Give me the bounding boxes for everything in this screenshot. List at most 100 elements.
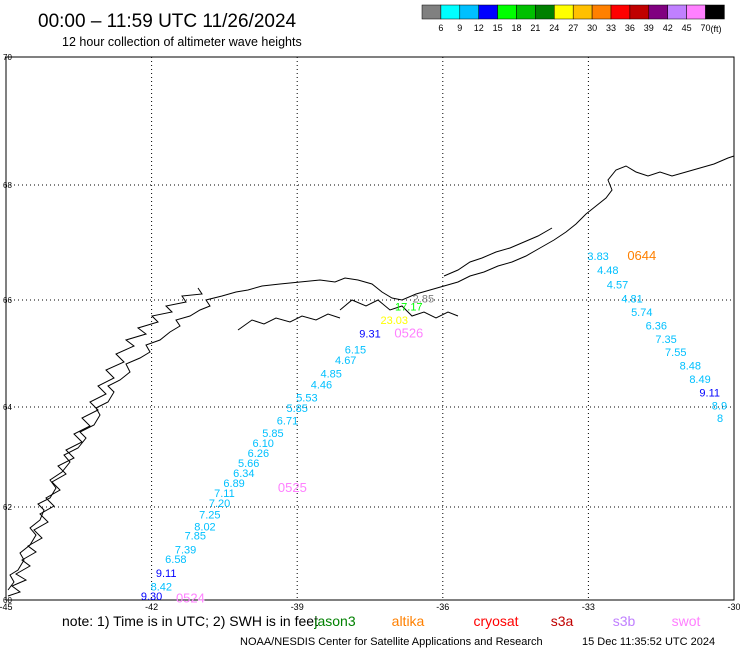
altimeter-tracks: 9.308.42 9.11 6.587.39 7.858.027.257.207.11… bbox=[141, 248, 727, 606]
wave-height-value: 7.11 bbox=[214, 488, 235, 500]
wave-height-value: 4.48 bbox=[597, 265, 618, 277]
axis-tick-labels: -45 -42 -39 -36 -33 -30 60 62 64 66 68 70 bbox=[0, 53, 740, 612]
legend-label: 30 bbox=[587, 23, 597, 33]
pass-time-label: 0644 bbox=[627, 248, 656, 263]
legend-label: 36 bbox=[625, 23, 635, 33]
legend-label: 9 bbox=[457, 23, 462, 33]
wave-height-value: 7.85 bbox=[185, 531, 206, 543]
satellite-name: swot bbox=[672, 613, 701, 629]
lat-tick-label: 64 bbox=[3, 403, 12, 412]
wave-height-value: 7.25 bbox=[199, 510, 220, 522]
greenland-coastline bbox=[7, 155, 735, 597]
legend-label: 45 bbox=[682, 23, 692, 33]
legend-swatch bbox=[440, 4, 461, 20]
legend-label: 12 bbox=[474, 23, 484, 33]
footer-note: note: 1) Time is in UTC; 2) SWH is in fe… bbox=[62, 613, 318, 629]
lat-tick-label: 68 bbox=[3, 181, 12, 190]
lon-tick-label: -33 bbox=[582, 602, 595, 612]
wave-height-value: 8.49 bbox=[689, 374, 710, 386]
wave-height-value: 5.74 bbox=[631, 307, 652, 319]
legend-swatch bbox=[497, 4, 517, 20]
satellite-legend: jason3 altika cryosat s3a s3b swot bbox=[313, 613, 700, 629]
wave-height-value: 6.36 bbox=[646, 320, 667, 332]
wave-height-value: 8 bbox=[717, 413, 723, 425]
map-frame bbox=[5, 56, 735, 601]
lon-tick-label: -42 bbox=[145, 602, 158, 612]
wave-height-value: 4.67 bbox=[335, 355, 356, 367]
lon-tick-label: -30 bbox=[727, 602, 740, 612]
lat-tick-label: 66 bbox=[3, 296, 12, 305]
wave-height-value: 7.39 bbox=[175, 545, 196, 557]
legend-unit: (ft) bbox=[711, 24, 722, 34]
lon-tick-label: -39 bbox=[291, 602, 304, 612]
wave-height-value: 4.85 bbox=[320, 369, 341, 381]
footer-timestamp: 15 Dec 11:35:52 UTC 2024 bbox=[582, 636, 715, 648]
satellite-name: altika bbox=[392, 613, 425, 629]
wave-height-value: 6.58 bbox=[165, 554, 186, 566]
map-title: 00:00 – 11:59 UTC 11/26/2024 bbox=[38, 11, 297, 32]
legend-swatch bbox=[478, 4, 498, 20]
satellite-name: jason3 bbox=[313, 613, 355, 629]
legend-swatch bbox=[629, 4, 650, 20]
map-subtitle: 12 hour collection of altimeter wave hei… bbox=[62, 35, 302, 49]
lat-tick-label: 70 bbox=[3, 53, 12, 62]
wave-height-value: 9.11 bbox=[156, 568, 177, 580]
legend-label: 18 bbox=[511, 23, 521, 33]
legend-swatch bbox=[516, 4, 536, 20]
wave-height-value: 6.15 bbox=[345, 345, 366, 357]
legend-label: 42 bbox=[663, 23, 673, 33]
legend-label: 70 bbox=[700, 23, 710, 33]
graticule bbox=[6, 57, 734, 600]
legend-swatch bbox=[421, 4, 442, 20]
legend-label: 15 bbox=[493, 23, 503, 33]
wave-height-value: 8.42 bbox=[151, 582, 172, 594]
legend-label: 33 bbox=[606, 23, 616, 33]
legend-swatch bbox=[459, 4, 479, 20]
legend-label: 27 bbox=[568, 23, 578, 33]
wave-height-value: 5.85 bbox=[262, 428, 283, 440]
wave-height-value: 8.48 bbox=[680, 361, 701, 373]
wave-height-value: 23.03 bbox=[381, 315, 409, 327]
legend-swatch bbox=[572, 4, 593, 20]
satellite-name: cryosat bbox=[473, 613, 518, 629]
wave-height-value: 7.55 bbox=[665, 347, 686, 359]
wave-height-value: 5.53 bbox=[296, 393, 317, 405]
wave-height-value: 6.89 bbox=[223, 478, 244, 490]
wave-height-value: 7.20 bbox=[209, 498, 230, 510]
pass-time-label: 0525 bbox=[278, 480, 307, 495]
wave-height-value: 5.85 bbox=[286, 403, 307, 415]
wave-height-value: 9.30 bbox=[141, 591, 162, 603]
lat-tick-label: 60 bbox=[3, 596, 12, 605]
legend-swatch bbox=[686, 4, 706, 20]
wave-height-value: 17.17 bbox=[395, 302, 423, 314]
footer-credit: NOAA/NESDIS Center for Satellite Applica… bbox=[240, 636, 543, 648]
wave-height-value: 4.81 bbox=[621, 294, 642, 306]
legend-label: 6 bbox=[438, 23, 443, 33]
wave-height-value: 9.11 bbox=[699, 387, 720, 399]
lon-tick-label: -36 bbox=[436, 602, 449, 612]
legend-label: 24 bbox=[549, 23, 559, 33]
satellite-name: s3b bbox=[613, 613, 636, 629]
wave-height-value: 5.66 bbox=[238, 458, 259, 470]
legend-swatch bbox=[591, 4, 612, 20]
wave-height-value: 6.71 bbox=[277, 416, 298, 428]
wave-height-value: 4.57 bbox=[607, 280, 628, 292]
wave-height-value: 3.83 bbox=[587, 251, 608, 263]
legend-swatch bbox=[610, 4, 631, 20]
legend-swatch bbox=[667, 4, 687, 20]
lon-tick-label: -45 bbox=[0, 602, 13, 612]
lat-tick-label: 62 bbox=[3, 503, 12, 512]
wave-height-value: 4.46 bbox=[311, 379, 332, 391]
legend-swatch bbox=[554, 4, 574, 20]
legend-swatch bbox=[535, 4, 555, 20]
wave-height-value: 8.9 bbox=[712, 401, 727, 413]
wave-height-value: 6.26 bbox=[248, 448, 269, 460]
legend-swatch bbox=[705, 4, 725, 20]
legend-label: 21 bbox=[530, 23, 540, 33]
wave-height-value: 6.34 bbox=[233, 468, 254, 480]
wave-height-value: 9.31 bbox=[359, 328, 380, 340]
pass-time-label: 0526 bbox=[394, 325, 423, 340]
satellite-name: s3a bbox=[551, 613, 574, 629]
wave-height-value: 8.02 bbox=[194, 521, 215, 533]
